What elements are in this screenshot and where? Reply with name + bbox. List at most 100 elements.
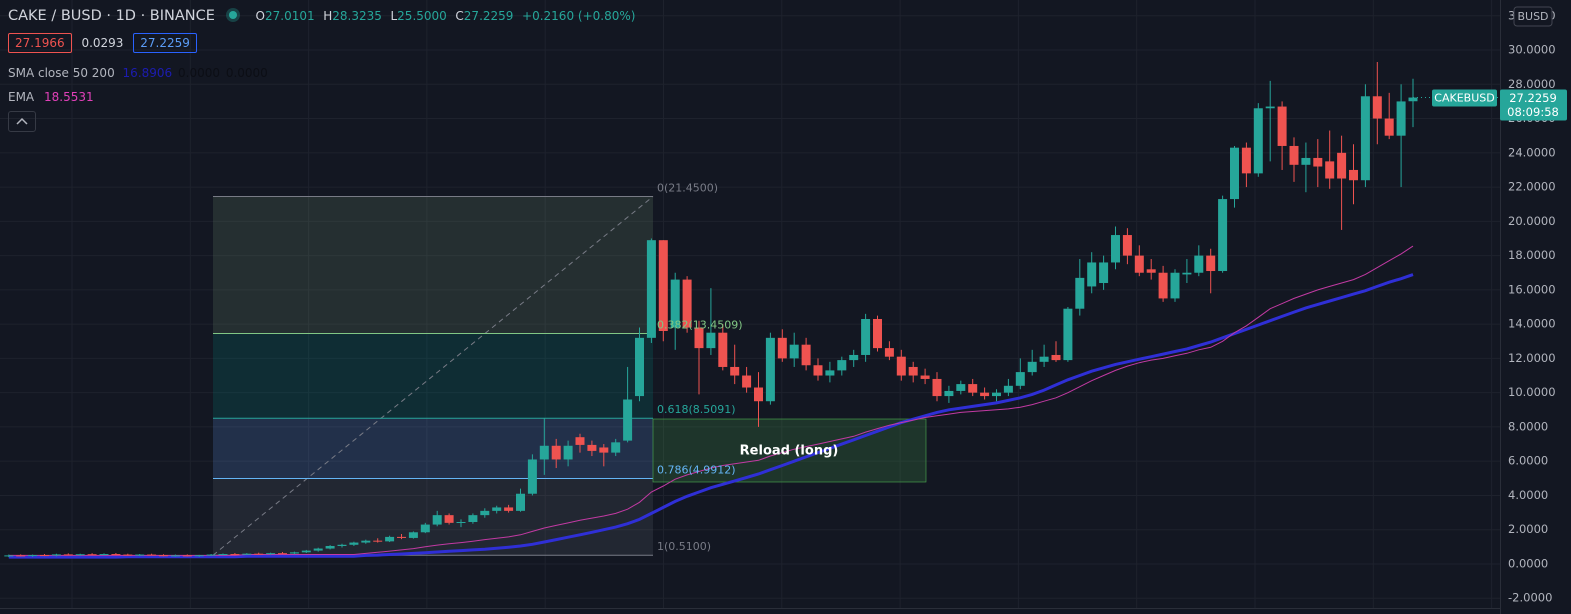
price-tag-text: 27.2259: [1509, 91, 1557, 105]
candle-body: [682, 279, 692, 328]
candle-body: [266, 553, 276, 555]
candle-body: [1301, 157, 1311, 165]
y-tick-label: 24.0000: [1508, 145, 1556, 159]
change: +0.2160 (+0.80%): [522, 9, 636, 23]
value: 27.0101: [264, 9, 315, 23]
candle-body: [1182, 272, 1192, 275]
countdown-text: 08:09:58: [1507, 105, 1559, 119]
candle-body: [1289, 145, 1299, 165]
position-label: Reload (long): [740, 444, 839, 459]
chevron-icon: [16, 117, 28, 125]
candle-body: [1158, 272, 1168, 299]
fib-level-label: 0(21.4500): [657, 181, 718, 194]
candle-body: [301, 550, 311, 553]
sma-legend: SMA close 50 200 16.8906 0.0000 0.0000: [8, 66, 268, 80]
candle-body: [896, 356, 906, 376]
candle-body: [170, 555, 180, 557]
collapse-legend-button[interactable]: [8, 111, 36, 132]
y-tick-label: 30.0000: [1508, 43, 1556, 57]
fib-band: [213, 196, 653, 334]
candle-body: [218, 554, 228, 556]
y-tick-label: 16.0000: [1508, 282, 1556, 296]
candle-body: [504, 507, 514, 511]
candle-body: [492, 507, 502, 511]
candle-body: [182, 555, 192, 557]
y-tick-label: 22.0000: [1508, 180, 1556, 194]
price-tag: [1500, 89, 1567, 121]
candle-body: [801, 344, 811, 366]
symbol-tag: [1432, 89, 1497, 107]
candle-body: [337, 544, 347, 546]
candle-body: [527, 459, 537, 494]
currency-box: [1513, 6, 1553, 27]
candle-body: [1253, 108, 1263, 174]
candle-body: [1396, 101, 1406, 136]
candle-body: [635, 337, 644, 397]
y-tick-label: 6.0000: [1508, 454, 1548, 468]
ohlc-open: O27.0101: [256, 9, 315, 23]
spread: 0.0293: [81, 36, 124, 50]
candle-body: [873, 318, 882, 349]
candle-body: [1372, 96, 1382, 119]
candle-body: [1194, 255, 1204, 273]
candle-body: [1360, 96, 1370, 181]
y-tick-label: 4.0000: [1508, 488, 1548, 502]
y-tick-label: 10.0000: [1508, 385, 1556, 399]
indicator-name[interactable]: EMA: [8, 90, 35, 104]
candle-body: [349, 542, 359, 545]
y-tick-label: 20.0000: [1508, 214, 1556, 228]
candle-body: [754, 387, 763, 402]
candle-body: [75, 554, 85, 556]
candle-body: [28, 555, 38, 557]
candle-body: [278, 553, 287, 555]
indicator-line: [8, 273, 1414, 559]
candle-body: [242, 553, 252, 555]
candle-body: [623, 399, 633, 441]
buy-price[interactable]: 27.2259: [133, 33, 197, 53]
candle-body: [1146, 269, 1156, 273]
candle-body: [147, 554, 157, 556]
candle-body: [361, 540, 371, 543]
candle-body: [123, 554, 133, 556]
fib-level-label: 0.382(13.4509): [657, 319, 743, 332]
candle-body: [1218, 199, 1228, 272]
fib-band: [213, 418, 653, 479]
candle-body: [563, 445, 573, 460]
candle-body: [765, 337, 775, 402]
candle-body: [254, 553, 264, 555]
candle-body: [1337, 152, 1347, 179]
candle-body: [1122, 235, 1132, 256]
candle-body: [373, 540, 383, 542]
candle-body: [932, 378, 942, 397]
candle-body: [1277, 106, 1287, 146]
candle-body: [1170, 272, 1180, 299]
ohlc-high: H28.3235: [323, 9, 382, 23]
value: 25.5000: [397, 9, 447, 23]
candle-body: [956, 384, 966, 391]
symbol[interactable]: CAKE / BUSD · 1D · BINANCE: [8, 8, 215, 24]
y-tick-label: 18.0000: [1508, 248, 1556, 262]
candle-body: [480, 510, 490, 516]
value: 28.3235: [332, 9, 382, 23]
indicator-line: [8, 245, 1414, 556]
candle-body: [313, 548, 323, 551]
indicator-name[interactable]: SMA close 50 200: [8, 66, 115, 80]
label: O: [255, 9, 265, 23]
label: H: [323, 9, 333, 23]
candle-body: [135, 554, 145, 556]
ema-legend: EMA 18.5531: [8, 90, 94, 104]
label: C: [455, 9, 464, 23]
candle-body: [1206, 255, 1216, 272]
y-tick-label: 12.0000: [1508, 351, 1556, 365]
candle-body: [111, 554, 121, 556]
indicator-value: 16.8906: [122, 66, 173, 80]
candle-body: [908, 366, 918, 376]
sell-price[interactable]: 27.1966: [8, 33, 72, 53]
symbol-header: CAKE / BUSD · 1D · BINANCE O27.0101 H28.…: [8, 8, 639, 24]
candle-body: [1015, 372, 1025, 386]
candle-body: [456, 521, 466, 523]
candle-body: [980, 392, 990, 397]
candle-body: [1099, 262, 1109, 284]
